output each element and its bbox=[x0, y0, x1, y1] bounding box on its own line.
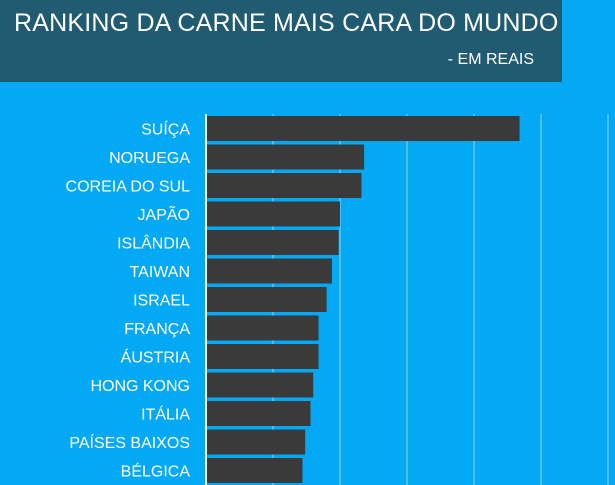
category-label: JAPÃO bbox=[138, 204, 190, 224]
bar bbox=[207, 173, 362, 198]
bar bbox=[207, 344, 319, 369]
category-labels: SUÍÇA NORUEGA COREIA DO SUL JAPÃO ISLÂNDIA TA… bbox=[66, 120, 191, 481]
category-label: ISRAEL bbox=[133, 293, 190, 310]
category-label: HONG KONG bbox=[90, 378, 190, 395]
bar bbox=[207, 315, 319, 341]
category-label: SUÍÇA bbox=[141, 120, 190, 139]
bar bbox=[207, 144, 365, 170]
category-label: ÁUSTRIA bbox=[121, 348, 191, 367]
bar bbox=[207, 116, 520, 141]
category-label: BÉLGICA bbox=[121, 462, 191, 481]
bars bbox=[207, 116, 520, 483]
bar bbox=[207, 458, 303, 483]
bar bbox=[207, 429, 306, 455]
category-label: FRANÇA bbox=[124, 321, 190, 338]
category-label: PAÍSES BAIXOS bbox=[69, 433, 190, 452]
bar bbox=[207, 287, 327, 312]
category-label: ISLÂNDIA bbox=[117, 234, 190, 253]
category-label: ITÁLIA bbox=[141, 405, 190, 424]
bar bbox=[207, 201, 340, 227]
bar bbox=[207, 401, 311, 426]
bar bbox=[207, 372, 314, 398]
bar bbox=[207, 230, 339, 255]
chart-subtitle: - EM REAIS bbox=[447, 51, 534, 68]
bar bbox=[207, 258, 332, 284]
category-label: TAIWAN bbox=[130, 264, 190, 281]
chart-title: RANKING DA CARNE MAIS CARA DO MUNDO bbox=[14, 9, 559, 37]
category-label: COREIA DO SUL bbox=[66, 179, 191, 196]
category-label: NORUEGA bbox=[109, 150, 190, 167]
chart-header: RANKING DA CARNE MAIS CARA DO MUNDO - EM… bbox=[0, 0, 562, 82]
